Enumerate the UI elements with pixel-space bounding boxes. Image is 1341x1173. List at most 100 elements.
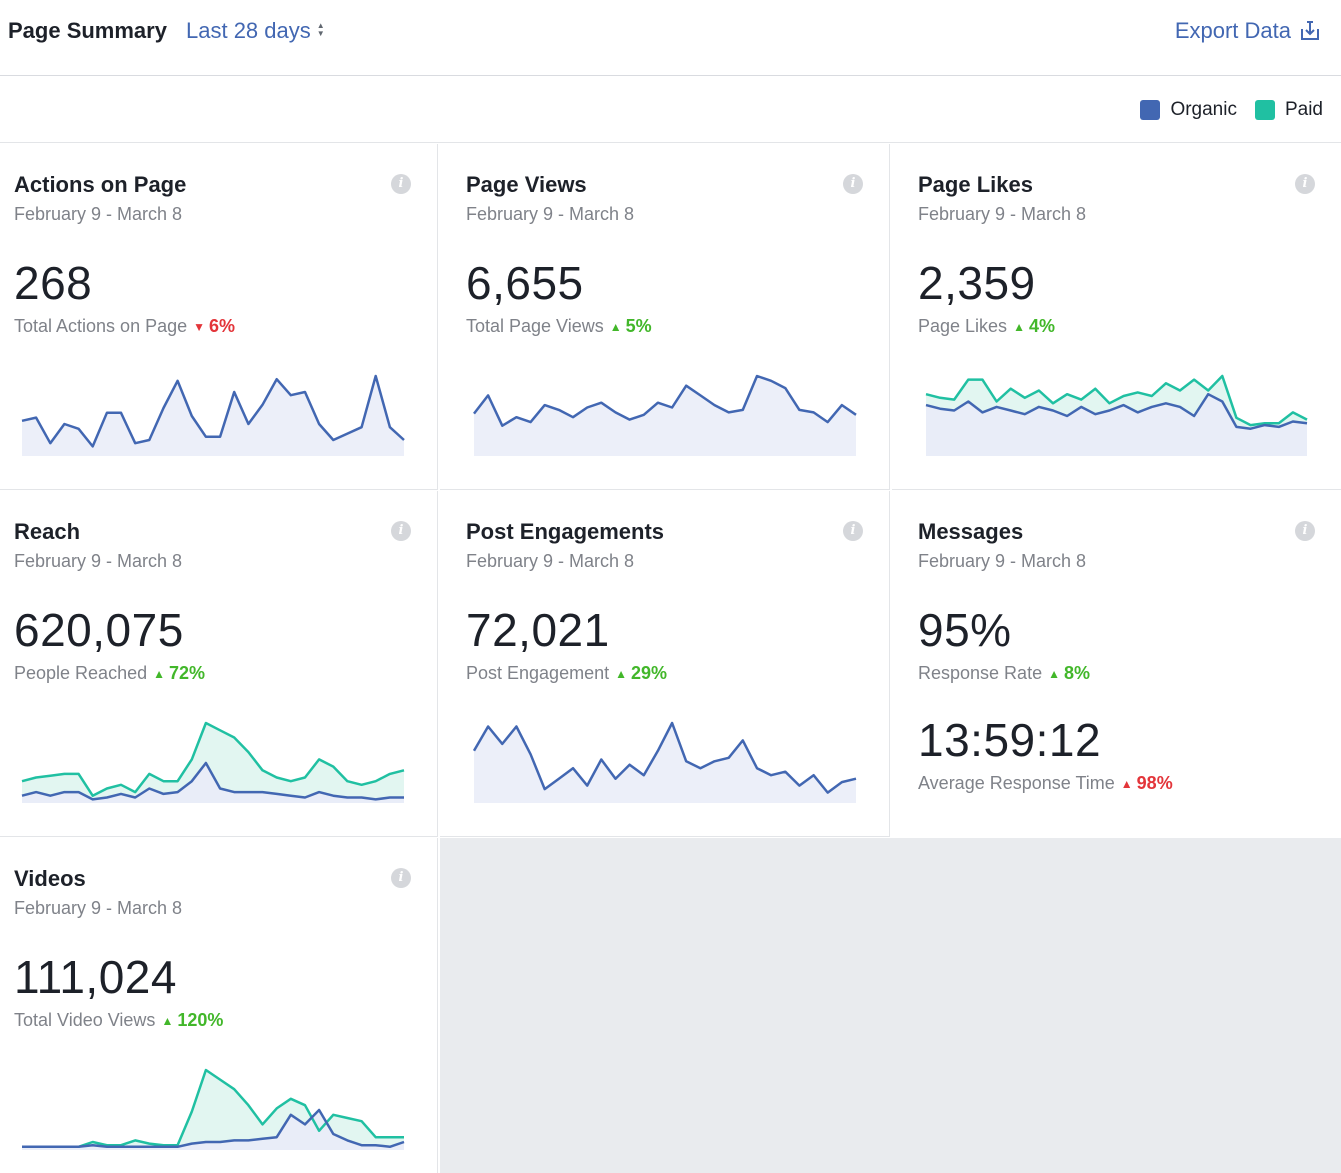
response-time-label: Average Response Time <box>918 773 1115 793</box>
organic-area <box>22 763 404 803</box>
organic-area <box>22 1110 404 1150</box>
legend-organic: Organic <box>1140 99 1237 121</box>
metric-label: Post Engagement <box>466 663 610 683</box>
export-data-label: Export Data <box>1174 18 1291 43</box>
metric-subtitle: Total Page Views ▲ 5% <box>466 316 652 337</box>
info-icon[interactable]: i <box>1295 521 1315 541</box>
metric-change: ▲ 120% <box>161 1010 223 1031</box>
response-time-change: ▲ 98% <box>1121 773 1173 794</box>
page-title: Page Summary <box>8 18 167 43</box>
card-date-range: February 9 - March 8 <box>466 204 635 224</box>
metric-value: 268 <box>14 257 93 309</box>
card-title: Reach <box>14 519 81 544</box>
paid-area <box>22 723 404 803</box>
paid-swatch <box>1254 100 1275 120</box>
sparkline-chart <box>473 374 857 456</box>
card-reach[interactable]: Reach February 9 - March 8 i 620,075 Peo… <box>0 491 438 837</box>
response-rate-value: 95% <box>918 604 1012 656</box>
sparkline-chart <box>21 721 405 803</box>
card-messages[interactable]: Messages February 9 - March 8 i 95% Resp… <box>892 491 1341 837</box>
response-time-value: 13:59:12 <box>918 714 1102 766</box>
metric-change-value: 6% <box>209 316 236 336</box>
organic-series-line <box>472 721 857 794</box>
response-time-subtitle: Average Response Time ▲ 98% <box>918 773 1173 794</box>
date-range-select[interactable]: Last 28 days ▲ ▼ <box>186 18 325 44</box>
response-rate-change-value: 8% <box>1063 663 1090 683</box>
card-title: Messages <box>918 519 1024 544</box>
card-post-engagements[interactable]: Post Engagements February 9 - March 8 i … <box>440 491 890 837</box>
metric-label: People Reached <box>14 663 148 683</box>
organic-series-line <box>21 761 404 801</box>
metric-label: Total Page Views <box>466 316 604 336</box>
date-range-label: Last 28 days <box>186 18 311 43</box>
card-date-range: February 9 - March 8 <box>14 898 183 918</box>
card-date-range: February 9 - March 8 <box>466 551 635 571</box>
arrow-up-icon: ▲ <box>609 319 622 334</box>
organic-area <box>22 376 404 456</box>
paid-area <box>22 1070 404 1150</box>
paid-series-line <box>22 1068 404 1149</box>
organic-series-line <box>473 374 857 427</box>
metric-label: Page Likes <box>918 316 1008 336</box>
card-title: Actions on Page <box>14 172 187 197</box>
card-title: Page Views <box>466 172 587 197</box>
legend-paid: Paid <box>1254 99 1323 121</box>
metric-label: Total Video Views <box>14 1010 156 1030</box>
paid-series-line <box>21 721 405 797</box>
metric-change-value: 5% <box>625 316 652 336</box>
metric-change: ▲ 29% <box>615 663 667 684</box>
metric-value: 111,024 <box>14 951 177 1003</box>
card-actions-on-page[interactable]: Actions on Page February 9 - March 8 i 2… <box>0 144 438 490</box>
card-date-range: February 9 - March 8 <box>918 551 1087 571</box>
metric-change-value: 29% <box>631 663 668 683</box>
arrow-up-icon: ▲ <box>615 666 627 681</box>
arrow-up-icon: ▲ <box>1120 776 1133 791</box>
arrow-up-icon: ▲ <box>161 1013 174 1028</box>
arrow-down-icon: ▼ <box>193 319 206 334</box>
sparkline-chart <box>925 374 1308 456</box>
organic-series-line <box>22 1108 405 1149</box>
metric-value: 72,021 <box>466 604 610 656</box>
sparkline-chart <box>21 374 405 456</box>
info-icon[interactable]: i <box>843 521 863 541</box>
info-icon[interactable]: i <box>843 174 863 194</box>
chart-legend: Organic Paid <box>1132 99 1323 121</box>
metric-change-value: 4% <box>1028 316 1055 336</box>
metric-change: ▲ 5% <box>610 316 652 337</box>
metric-change-value: 120% <box>177 1010 224 1030</box>
info-icon[interactable]: i <box>391 521 411 541</box>
sparkline-chart <box>472 721 857 803</box>
legend-paid-label: Paid <box>1284 99 1323 120</box>
organic-series-line <box>21 374 405 448</box>
response-rate-change: ▲ 8% <box>1048 663 1090 684</box>
card-page-likes[interactable]: Page Likes February 9 - March 8 i 2,359 … <box>892 144 1341 490</box>
info-icon[interactable]: i <box>391 174 411 194</box>
organic-area <box>474 376 856 456</box>
card-title: Page Likes <box>918 172 1033 197</box>
metric-subtitle: Page Likes ▲ 4% <box>918 316 1055 337</box>
card-videos[interactable]: Videos February 9 - March 8 i 111,024 To… <box>0 838 438 1173</box>
legend-bar: Organic Paid <box>0 77 1341 143</box>
metric-change: ▲ 72% <box>153 663 205 684</box>
arrow-up-icon: ▲ <box>153 666 165 681</box>
metric-change-value: 72% <box>169 663 206 683</box>
sort-arrows-icon: ▲ ▼ <box>316 21 325 38</box>
metric-value: 620,075 <box>14 604 184 656</box>
info-icon[interactable]: i <box>391 868 411 888</box>
metric-subtitle: People Reached ▲ 72% <box>14 663 205 684</box>
response-rate-label: Response Rate <box>918 663 1043 683</box>
metric-subtitle: Total Video Views ▲ 120% <box>14 1010 223 1031</box>
export-data-button[interactable]: Export Data <box>1175 18 1321 44</box>
paid-series-line <box>925 374 1308 427</box>
export-icon <box>1301 21 1319 40</box>
response-time-change-value: 98% <box>1136 773 1173 793</box>
metric-subtitle: Total Actions on Page ▼ 6% <box>14 316 235 337</box>
response-rate-subtitle: Response Rate ▲ 8% <box>918 663 1090 684</box>
metric-change: ▲ 4% <box>1013 316 1055 337</box>
card-page-views[interactable]: Page Views February 9 - March 8 i 6,655 … <box>440 144 890 490</box>
info-icon[interactable]: i <box>1295 174 1315 194</box>
organic-area <box>474 723 856 803</box>
metric-label: Total Actions on Page <box>14 316 188 336</box>
legend-organic-label: Organic <box>1170 99 1237 120</box>
metric-value: 6,655 <box>466 257 584 309</box>
